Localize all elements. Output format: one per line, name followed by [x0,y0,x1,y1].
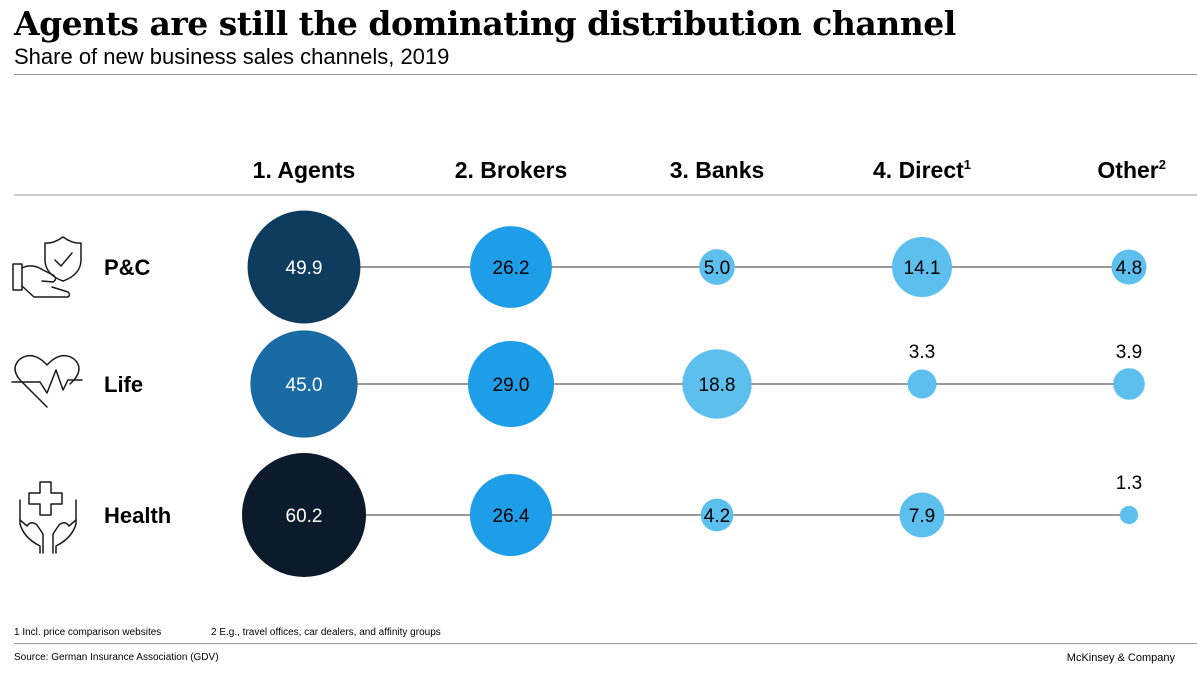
value-labels: 49.9 26.2 5.0 14.1 4.8 45.0 29.0 18.8 3.3 3.9 60.2… [286,258,1143,527]
column-header-2: 2. Brokers [455,157,568,183]
bubble-r3-c2 [469,473,553,557]
bubble-r2-c2 [467,340,555,428]
row-label-3: Health [104,503,171,528]
value-label-r3-c5: 1.3 [1116,473,1142,494]
value-label-r2-c3: 18.8 [699,375,736,396]
column-headers: 1. Agents 2. Brokers 3. Banks 4. Direct1 Oth… [253,157,1166,183]
column-header-5: Other2 [1097,157,1166,183]
chart-title: Agents are still the dominating distribu… [14,4,956,43]
heart-pulse-icon [11,354,83,408]
value-label-r2-c5: 3.9 [1116,342,1142,363]
shield-hand-icon [12,236,82,298]
value-label-r3-c2: 26.4 [493,506,530,527]
bubble-r2-c4 [907,369,937,399]
value-label-r1-c5: 4.8 [1116,258,1142,279]
bubble-r1-c4 [891,236,953,298]
value-label-r1-c1: 49.9 [286,258,323,279]
bubble-r1-c2 [470,226,552,308]
value-label-r2-c4: 3.3 [909,342,935,363]
bubble-chart: 1. Agents 2. Brokers 3. Banks 4. Direct1 Oth… [11,157,1197,577]
bubbles [242,210,1147,577]
column-header-4: 4. Direct1 [873,157,971,183]
footer-divider [14,643,1197,644]
bubble-r2-c5 [1113,368,1145,400]
column-header-label: 3. Banks [670,157,765,183]
footnote-2: 2 E.g., travel offices, car dealers, and… [211,627,441,638]
bubble-r3-c1 [242,453,366,577]
bubble-r3-c5 [1119,505,1139,525]
row-label-1: P&C [104,255,151,280]
column-header-label: 4. Direct [873,157,964,183]
bubble-r1-c1 [247,210,361,324]
column-header-3: 3. Banks [670,157,765,183]
column-header-superscript: 2 [1159,157,1166,172]
column-header-1: 1. Agents [253,157,356,183]
footnote-1: 1 Incl. price comparison websites [14,627,162,638]
bubble-r3-c3 [700,498,734,532]
row-labels: P&C Life Health [104,255,171,528]
row-label-2: Life [104,372,143,397]
medical-cross-hands-icon [19,481,77,554]
value-label-r1-c4: 14.1 [904,258,941,279]
bubble-r2-c1 [250,330,358,438]
bubble-r3-c4 [899,492,945,538]
bubble-r2-c3 [682,349,752,419]
column-header-superscript: 1 [964,157,971,172]
column-header-label: 2. Brokers [455,157,568,183]
value-label-r1-c2: 26.2 [493,258,530,279]
value-label-r3-c4: 7.9 [909,506,935,527]
source-note: Source: German Insurance Association (GD… [14,652,219,663]
column-header-label: Other [1097,157,1158,183]
top-divider [14,74,1197,75]
value-label-r2-c2: 29.0 [493,375,530,396]
chart-subtitle: Share of new business sales channels, 20… [14,44,450,69]
value-label-r1-c3: 5.0 [704,258,730,279]
value-label-r2-c1: 45.0 [286,375,323,396]
value-label-r3-c1: 60.2 [286,506,323,527]
column-header-label: 1. Agents [253,157,356,183]
bubble-r1-c3 [699,249,735,285]
value-label-r3-c3: 4.2 [704,506,730,527]
brand-label: McKinsey & Company [1066,652,1175,664]
bubble-r1-c5 [1111,249,1147,285]
